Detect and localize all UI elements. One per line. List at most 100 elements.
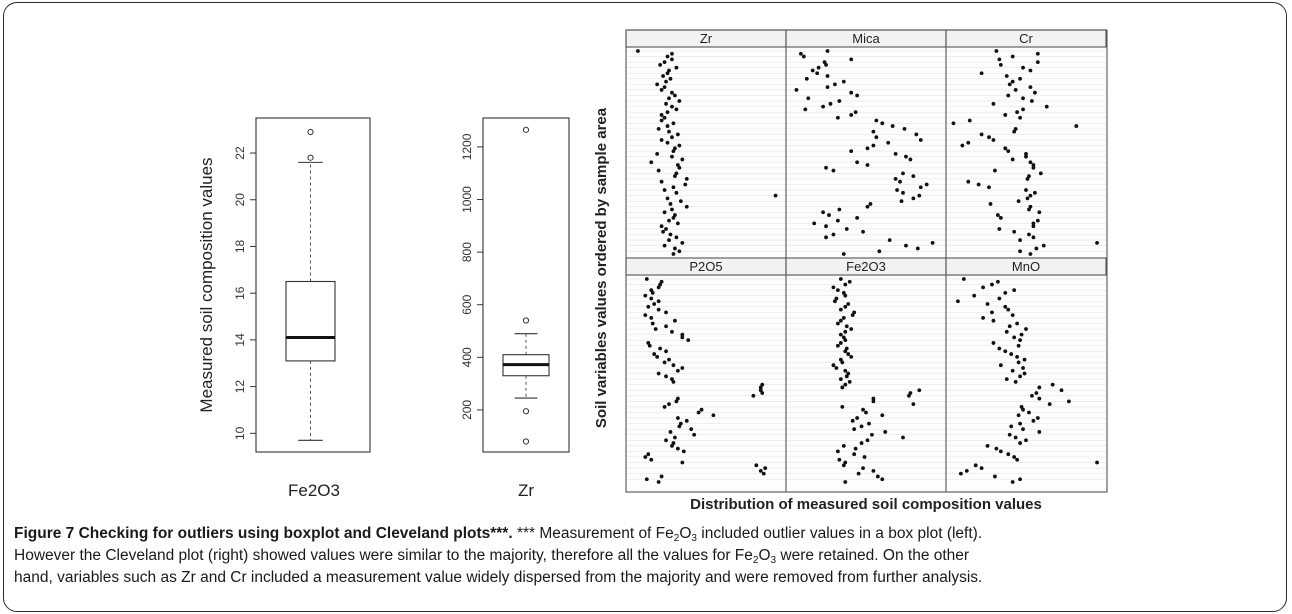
- caption-text: O: [758, 547, 771, 564]
- dot-point: [1074, 124, 1079, 128]
- dot-point: [961, 277, 966, 281]
- dot-point: [862, 455, 867, 459]
- dot-point: [659, 113, 664, 117]
- dot-point: [656, 168, 661, 173]
- dot-point: [824, 165, 828, 170]
- dot-point: [810, 68, 815, 73]
- cleveland-outer-border: [625, 29, 1108, 493]
- y-tick-label: 22: [233, 146, 247, 160]
- dot-point: [911, 402, 916, 407]
- dot-point: [1027, 174, 1031, 179]
- dot-point: [816, 65, 821, 70]
- dot-point: [841, 79, 846, 84]
- dot-point: [827, 213, 831, 217]
- dot-point: [849, 149, 854, 154]
- dot-point: [972, 293, 977, 298]
- dot-point: [1041, 243, 1046, 248]
- dot-point: [871, 129, 876, 134]
- dot-point: [1019, 405, 1024, 409]
- dot-point: [1016, 343, 1021, 348]
- dot-point: [856, 471, 861, 476]
- outlier-point: [307, 128, 314, 136]
- dot-point: [662, 243, 667, 248]
- dot-point: [680, 157, 685, 162]
- dot-point: [1003, 146, 1008, 151]
- dot-point: [671, 441, 676, 445]
- dot-point: [751, 393, 756, 398]
- dot-point: [967, 118, 972, 123]
- panel-strip-label: Fe2O3: [846, 259, 886, 274]
- dot-point: [1003, 349, 1008, 354]
- dot-point: [994, 49, 999, 53]
- dot-point: [825, 49, 830, 53]
- dot-point: [662, 360, 667, 365]
- dot-point: [801, 54, 806, 59]
- dot-point: [673, 146, 677, 151]
- dot-point: [1016, 199, 1021, 204]
- dot-point: [677, 99, 682, 103]
- y-axis-label-fe2o3: Measured soil composition values: [197, 157, 216, 412]
- dot-point: [667, 402, 671, 407]
- dot-point: [1024, 151, 1028, 156]
- dot-point: [1018, 421, 1022, 426]
- dot-point: [998, 63, 1003, 67]
- dot-point: [643, 455, 648, 459]
- dot-point: [653, 327, 658, 331]
- dot-point: [990, 310, 994, 315]
- dot-point: [1027, 232, 1031, 237]
- dot-point: [804, 76, 809, 81]
- panel-strip-label: MnO: [1012, 259, 1040, 274]
- dot-point: [644, 477, 649, 482]
- dot-point: [1025, 177, 1030, 181]
- dot-point: [670, 377, 674, 382]
- dot-point: [649, 288, 654, 293]
- outliers-fe2o3: [307, 128, 314, 161]
- dot-point: [661, 74, 665, 78]
- dot-point: [1012, 288, 1017, 293]
- figure-graphics: 10 12 14 16 18 20 22 Measured soil composition…: [197, 29, 1108, 513]
- dot-point: [673, 93, 677, 98]
- dot-point: [960, 143, 965, 148]
- dot-point: [1044, 104, 1049, 109]
- dot-point: [853, 446, 858, 451]
- dot-point: [874, 135, 879, 140]
- dot-point: [1013, 88, 1018, 92]
- dot-point: [1027, 410, 1031, 415]
- dot-point: [901, 171, 905, 176]
- dot-point: [1021, 366, 1025, 370]
- dot-point: [981, 316, 985, 320]
- dot-point: [1050, 382, 1055, 387]
- dot-point: [1003, 291, 1008, 295]
- dot-point: [1018, 238, 1022, 242]
- iqr-box-fe2o3: [285, 280, 336, 362]
- dot-point: [861, 466, 865, 470]
- panel-strip-label: Zr: [700, 31, 713, 46]
- dot-point: [662, 405, 667, 409]
- dot-point: [831, 168, 836, 173]
- dot-point: [1034, 246, 1039, 251]
- dot-point: [1004, 329, 1009, 334]
- dot-point: [677, 143, 682, 148]
- dot-point: [964, 468, 969, 473]
- caption-text: included outlier values in a box plot (l…: [696, 525, 983, 542]
- dot-point: [1024, 154, 1028, 159]
- dot-point: [1027, 207, 1031, 212]
- dot-point: [658, 282, 663, 287]
- dot-point: [671, 185, 676, 190]
- dot-point: [1010, 157, 1015, 162]
- dot-point: [675, 132, 680, 137]
- dot-point: [966, 179, 971, 184]
- dot-point: [1022, 357, 1027, 362]
- dot-point: [760, 391, 765, 395]
- dot-point: [1018, 477, 1022, 482]
- dot-point: [1015, 457, 1020, 462]
- dot-point: [664, 79, 668, 84]
- dot-point: [667, 96, 671, 101]
- dot-point: [758, 468, 763, 473]
- dot-point: [871, 468, 876, 473]
- dot-point: [838, 341, 843, 345]
- dot-point: [677, 165, 682, 170]
- dot-point: [670, 135, 674, 140]
- dot-point: [680, 460, 685, 465]
- dot-point: [684, 204, 689, 209]
